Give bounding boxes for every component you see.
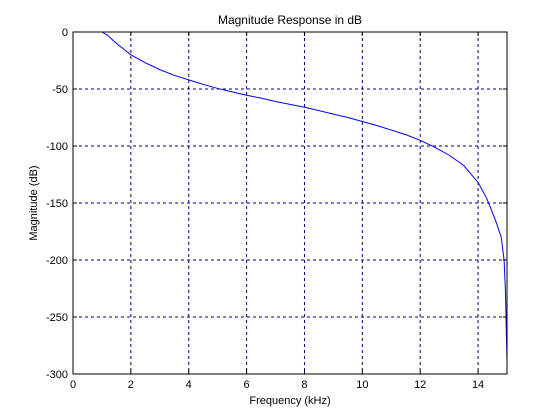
x-tick-label: 0 <box>70 379 76 391</box>
y-axis-label: Magnitude (dB) <box>28 165 40 240</box>
y-tick-label: -200 <box>46 255 68 267</box>
x-axis-label: Frequency (kHz) <box>249 395 330 407</box>
chart-title: Magnitude Response in dB <box>218 13 362 27</box>
x-tick-label: 6 <box>244 379 250 391</box>
y-tick-label: -50 <box>52 84 68 96</box>
x-tick-label: 10 <box>356 379 368 391</box>
x-tick-label: 12 <box>414 379 426 391</box>
x-tick-label: 2 <box>128 379 134 391</box>
y-tick-label: -250 <box>46 312 68 324</box>
y-tick-label: -150 <box>46 198 68 210</box>
magnitude-response-line <box>73 31 508 363</box>
x-axis-ticks: 0 2 4 6 8 10 12 14 <box>70 32 484 391</box>
x-tick-label: 8 <box>301 379 307 391</box>
y-tick-label: 0 <box>62 27 68 39</box>
y-axis-ticks: 0 -50 -100 -150 -200 -250 -300 <box>46 27 507 381</box>
x-tick-label: 4 <box>186 379 192 391</box>
y-tick-label: -300 <box>46 369 68 381</box>
x-tick-label: 14 <box>472 379 484 391</box>
grid-lines <box>73 32 507 374</box>
y-tick-label: -100 <box>46 141 68 153</box>
